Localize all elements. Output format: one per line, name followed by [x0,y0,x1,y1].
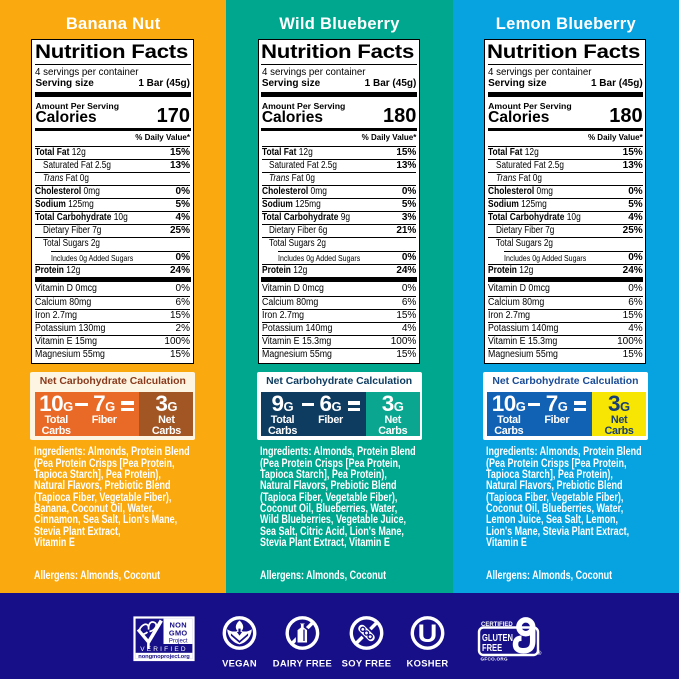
svg-text:U: U [418,619,437,648]
svg-text:CERTIFIED: CERTIFIED [481,622,513,628]
svg-text:Project: Project [169,638,188,644]
svg-text:nongmoproject.org: nongmoproject.org [138,654,190,660]
svg-text:DAIRY FREE: DAIRY FREE [273,658,332,669]
svg-text:®: ® [537,650,542,657]
svg-text:VERIFIED: VERIFIED [140,646,188,653]
svg-text:VEGAN: VEGAN [222,658,257,669]
svg-text:KOSHER: KOSHER [407,658,449,669]
svg-text:NON: NON [170,620,187,629]
svg-text:SOY FREE: SOY FREE [342,658,392,669]
svg-text:FREE: FREE [482,642,502,653]
svg-text:GLUTEN: GLUTEN [482,632,513,643]
svg-text:GFCO.ORG: GFCO.ORG [481,656,509,661]
svg-text:GMO: GMO [169,628,188,637]
